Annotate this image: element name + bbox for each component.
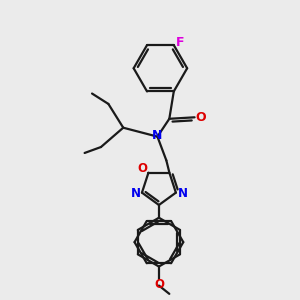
Text: O: O [137,162,148,175]
Text: N: N [152,129,163,142]
Text: N: N [177,187,188,200]
Text: N: N [130,187,140,200]
Text: F: F [176,36,184,49]
Text: O: O [154,278,164,290]
Text: O: O [195,111,206,124]
